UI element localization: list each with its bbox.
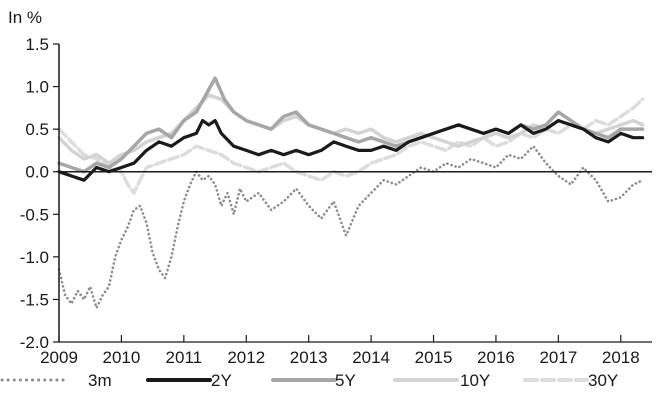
y-tick-label: -2.0: [20, 333, 49, 352]
y-tick-label: 1.5: [25, 35, 49, 54]
series-line-10y: [57, 93, 645, 165]
y-tick-label: -1.5: [20, 290, 49, 309]
axes: [58, 44, 652, 343]
x-tick-label: 2009: [40, 348, 78, 367]
y-tick-label: 0.5: [25, 120, 49, 139]
x-tick-label: 2011: [166, 348, 203, 367]
legend: 3m 2Y 5Y 10Y 30Y: [0, 371, 618, 390]
y-tick-label: -1.0: [20, 248, 49, 267]
x-tick-label: 2012: [227, 348, 265, 367]
series-line-2y: [57, 118, 645, 182]
x-tick-label: 2018: [602, 348, 640, 367]
y-tick-label: 0.0: [25, 163, 49, 182]
legend-label-5y: 5Y: [335, 371, 356, 390]
y-tick-label: -0.5: [20, 205, 49, 224]
series-line-3m: [57, 144, 644, 310]
x-tick-label: 2010: [103, 348, 141, 367]
legend-label-2y: 2Y: [211, 371, 232, 390]
x-tick-label: 2013: [290, 348, 328, 367]
x-tick-label: 2014: [352, 348, 390, 367]
x-tick-label: 2015: [415, 348, 453, 367]
legend-label-10y: 10Y: [460, 371, 490, 390]
plot-lines: [57, 76, 645, 310]
legend-label-3m: 3m: [88, 371, 112, 390]
x-tick-label: 2016: [477, 348, 515, 367]
y-tick-label: 1.0: [25, 78, 49, 97]
y-axis-ticks: 1.5 1.0 0.5 0.0 -0.5 -1.0 -1.5 -2.0: [20, 35, 59, 352]
unit-label: In %: [8, 8, 42, 27]
x-axis-ticks: 2009 2010 2011 2012 2013 2014 2015 2016 2017 2018: [40, 335, 640, 367]
series-line-5y: [57, 76, 645, 174]
legend-label-30y: 30Y: [588, 371, 618, 390]
x-tick-label: 2017: [539, 348, 577, 367]
